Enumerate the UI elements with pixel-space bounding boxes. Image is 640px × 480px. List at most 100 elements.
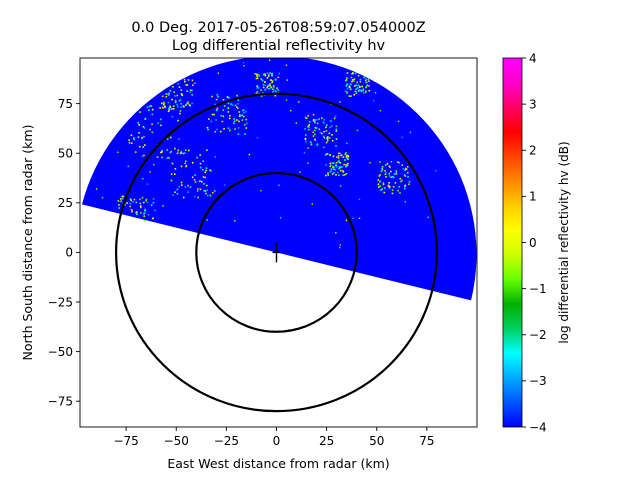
speckle-pixel	[140, 206, 142, 209]
speckle-pixel	[404, 175, 407, 177]
colorbar-tick-label: 0	[529, 236, 537, 250]
speckle-pixel	[323, 136, 325, 139]
speckle-pixel	[340, 169, 342, 172]
speckle-pixel	[159, 107, 161, 109]
speckle-pixel	[318, 128, 321, 131]
speckle-pixel	[122, 195, 125, 198]
speckle-pixel	[180, 103, 182, 105]
speckle-pixel	[278, 184, 280, 186]
speckle-pixel	[233, 122, 235, 124]
speckle-pixel	[339, 162, 342, 164]
speckle-pixel	[388, 175, 391, 177]
speckle-pixel	[333, 166, 335, 168]
speckle-pixel	[202, 160, 205, 162]
speckle-pixel	[304, 138, 307, 141]
speckle-pixel	[246, 122, 248, 125]
speckle-pixel	[299, 171, 301, 173]
speckle-pixel	[327, 174, 329, 177]
speckle-pixel	[205, 169, 207, 172]
speckle-pixel	[395, 173, 398, 175]
speckle-pixel	[362, 88, 365, 90]
speckle-pixel	[353, 80, 355, 82]
axes-frame	[79, 57, 478, 428]
speckle-pixel	[144, 208, 146, 211]
speckle-pixel	[337, 171, 339, 174]
speckle-pixel	[169, 90, 172, 92]
speckle-pixel	[408, 183, 410, 185]
speckle-pixel	[166, 149, 168, 151]
speckle-pixel	[388, 182, 390, 184]
speckle-pixel	[307, 162, 309, 164]
speckle-pixel	[199, 188, 202, 191]
speckle-pixel	[328, 137, 331, 139]
speckle-pixel	[117, 151, 119, 153]
speckle-pixel	[256, 73, 258, 76]
speckle-pixel	[248, 153, 250, 156]
speckle-pixel	[245, 127, 248, 129]
speckle-pixel	[389, 186, 391, 188]
speckle-pixel	[330, 164, 332, 167]
speckle-pixel	[368, 80, 370, 83]
speckle-pixel	[345, 165, 347, 168]
speckle-pixel	[349, 88, 352, 91]
speckle-pixel	[146, 106, 149, 108]
speckle-pixel	[152, 198, 155, 200]
speckle-pixel	[243, 65, 245, 67]
speckle-pixel	[335, 138, 338, 140]
speckle-pixel	[269, 85, 271, 87]
speckle-pixel	[333, 168, 335, 170]
speckle-pixel	[363, 92, 365, 94]
speckle-pixel	[363, 76, 365, 79]
speckle-pixel	[335, 162, 338, 164]
speckle-pixel	[346, 164, 349, 167]
speckle-pixel	[180, 106, 182, 108]
speckle-pixel	[236, 94, 238, 97]
speckle-pixel	[270, 86, 273, 88]
range-ring	[195, 171, 358, 333]
speckle-pixel	[310, 141, 312, 143]
colorbar-tick-label: −2	[529, 328, 547, 342]
speckle-pixel	[204, 171, 206, 174]
speckle-pixel	[168, 109, 171, 111]
colorbar-tick-label: 2	[529, 144, 537, 158]
speckle-pixel	[269, 83, 271, 85]
speckle-pixel	[199, 154, 201, 156]
speckle-pixel	[227, 106, 230, 109]
colorbar-tick-label: −3	[529, 374, 547, 388]
speckle-pixel	[174, 173, 176, 175]
speckle-pixel	[266, 72, 269, 74]
speckle-pixel	[331, 173, 334, 175]
speckle-pixel	[161, 151, 163, 153]
speckle-pixel	[267, 85, 269, 88]
speckle-pixel	[379, 161, 381, 163]
speckle-pixel	[342, 156, 345, 158]
speckle-pixel	[256, 77, 259, 79]
speckle-pixel	[345, 85, 348, 87]
speckle-pixel	[331, 125, 333, 127]
speckle-pixel	[157, 122, 159, 124]
speckle-pixel	[358, 89, 361, 91]
y-tick-label: −50	[48, 345, 73, 359]
speckle-pixel	[271, 73, 273, 75]
speckle-pixel	[275, 91, 277, 93]
speckle-pixel	[385, 164, 387, 166]
y-tick-label: −25	[48, 295, 73, 309]
speckle-pixel	[236, 106, 238, 108]
speckle-pixel	[365, 91, 367, 94]
colorbar-tick-label: 4	[529, 51, 537, 65]
speckle-pixel	[407, 171, 409, 174]
speckle-pixel	[201, 181, 203, 183]
speckle-pixel	[384, 170, 386, 172]
speckle-pixel	[347, 155, 349, 157]
speckle-pixel	[245, 111, 247, 113]
speckle-pixel	[211, 95, 213, 98]
speckle-pixel	[166, 157, 169, 159]
speckle-pixel	[344, 159, 346, 161]
speckle-pixel	[215, 98, 218, 101]
speckle-pixel	[337, 152, 340, 155]
speckle-pixel	[206, 194, 209, 197]
speckle-pixel	[324, 154, 327, 156]
speckle-pixel	[342, 171, 345, 173]
speckle-pixel	[151, 123, 153, 125]
